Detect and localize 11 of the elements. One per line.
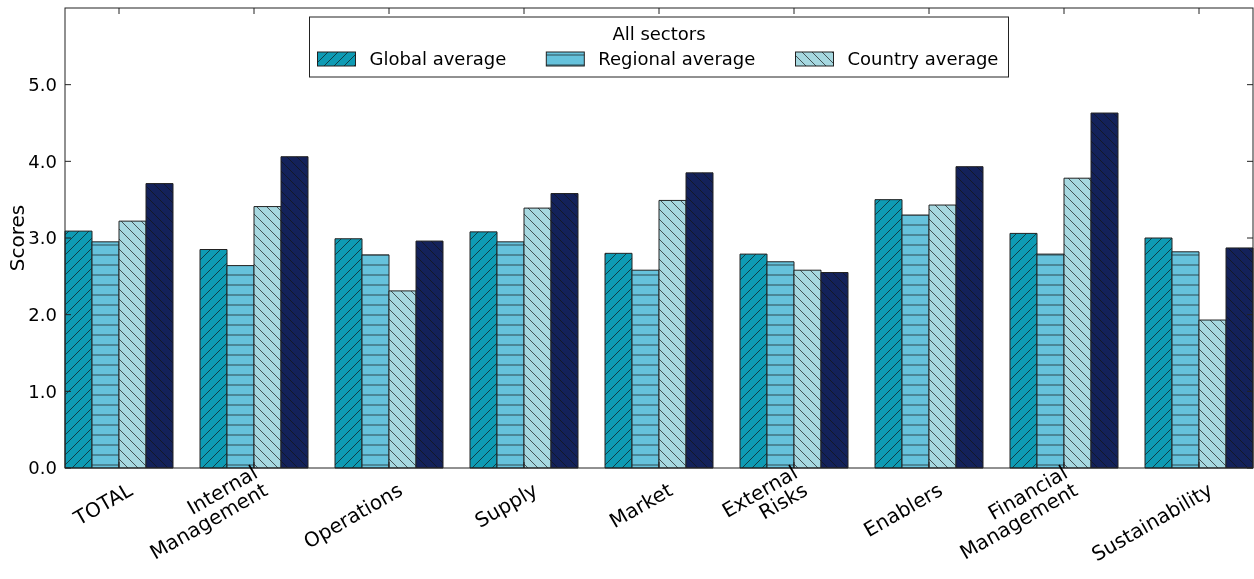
legend-title: All sectors — [612, 23, 706, 44]
legend-label: Country average — [847, 48, 999, 69]
y-tick-label: 2.0 — [28, 303, 57, 325]
y-tick-label: 5.0 — [28, 73, 57, 95]
y-tick-label: 1.0 — [28, 380, 57, 402]
y-tick-label: 3.0 — [28, 227, 57, 249]
y-tick-label: 4.0 — [28, 150, 57, 172]
y-axis-title: Scores — [5, 204, 29, 272]
y-tick-label: 0.0 — [28, 457, 57, 479]
legend-label: Global average — [369, 48, 507, 69]
legend-label: Regional average — [598, 48, 756, 69]
